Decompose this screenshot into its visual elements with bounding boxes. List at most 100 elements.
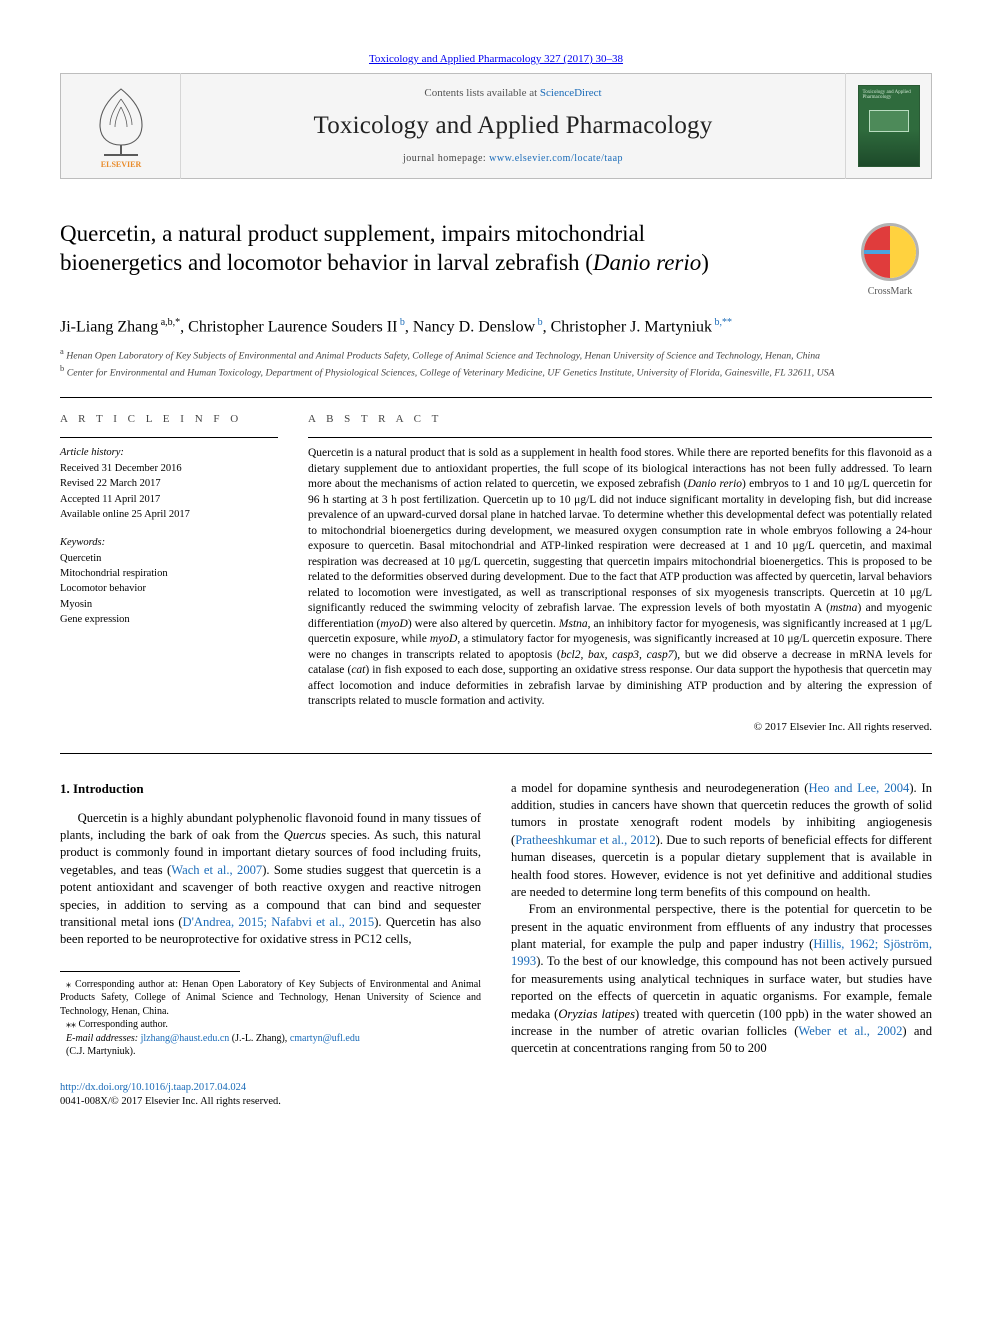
intro-heading: 1. Introduction	[60, 780, 481, 798]
abs-it: bcl2, bax, casp3, casp7	[561, 649, 674, 661]
abstract-text: Quercetin is a natural product that is s…	[308, 446, 932, 710]
journal-banner: ELSEVIER Contents lists available at Sci…	[60, 73, 932, 179]
sciencedirect-link[interactable]: ScienceDirect	[540, 87, 602, 99]
contents-line: Contents lists available at ScienceDirec…	[181, 86, 845, 101]
ref-link[interactable]: Pratheeshkumar et al., 2012	[515, 833, 655, 847]
footnote-1: ⁎ Corresponding author at: Henan Open La…	[60, 978, 481, 1019]
abstract-copyright: © 2017 Elsevier Inc. All rights reserved…	[308, 720, 932, 735]
intro-seg: a model for dopamine synthesis and neuro…	[511, 781, 808, 795]
elsevier-logo: ELSEVIER	[86, 83, 156, 169]
crossmark-badge[interactable]: CrossMark	[848, 223, 932, 299]
email-link-1[interactable]: jlzhang@haust.edu.cn	[141, 1033, 230, 1044]
column-right: a model for dopamine synthesis and neuro…	[511, 780, 932, 1110]
article-title: Quercetin, a natural product supplement,…	[60, 219, 830, 278]
intro-para-3: From an environmental perspective, there…	[511, 901, 932, 1057]
author-4: , Christopher J. Martyniuk	[543, 319, 712, 336]
keyword: Gene expression	[60, 613, 278, 627]
elsevier-wordmark: ELSEVIER	[100, 160, 141, 169]
banner-center: Contents lists available at ScienceDirec…	[181, 86, 845, 166]
ref-link[interactable]: Wach et al., 2007	[171, 863, 262, 877]
author-list: Ji-Liang Zhang a,b,*, Christopher Lauren…	[60, 316, 932, 338]
email-link-2[interactable]: cmartyn@ufl.edu	[290, 1033, 360, 1044]
crossmark-icon	[861, 223, 919, 281]
volume-page-range: Toxicology and Applied Pharmacology 327 …	[60, 52, 932, 67]
keywords-heading: Keywords:	[60, 536, 278, 550]
keyword: Locomotor behavior	[60, 582, 278, 596]
author-2: , Christopher Laurence Souders II	[180, 319, 397, 336]
journal-cover-thumb: Toxicology and Applied Pharmacology	[858, 85, 920, 167]
abs-seg: ) embryos to 1 and 10 μg/L quercetin for…	[308, 478, 932, 614]
author-1: Ji-Liang Zhang	[60, 319, 158, 336]
title-species: Danio rerio	[593, 250, 701, 275]
issn-copyright: 0041-008X/© 2017 Elsevier Inc. All right…	[60, 1095, 481, 1109]
journal-title: Toxicology and Applied Pharmacology	[181, 109, 845, 143]
mini-cover-cell: Toxicology and Applied Pharmacology	[845, 73, 931, 179]
affiliation-b: b Center for Environmental and Human Tox…	[60, 363, 932, 379]
author-4-affil[interactable]: b,**	[712, 317, 732, 328]
history-online: Available online 25 April 2017	[60, 508, 278, 522]
intro-it: Oryzias latipes	[558, 1007, 635, 1021]
section-rule-2	[60, 753, 932, 754]
abs-seg: ) were also altered by quercetin.	[408, 618, 559, 630]
footnote-2: ⁎⁎ Corresponding author.	[60, 1018, 481, 1032]
article-info-column: A R T I C L E I N F O Article history: R…	[60, 412, 278, 734]
abstract-heading: A B S T R A C T	[308, 412, 932, 427]
title-line-2a: bioenergetics and locomotor behavior in …	[60, 250, 593, 275]
author-3-affil[interactable]: b	[535, 317, 543, 328]
footnote-emails: E-mail addresses: jlzhang@haust.edu.cn (…	[60, 1032, 481, 1046]
section-rule	[60, 397, 932, 398]
abstract-rule	[308, 437, 932, 438]
publisher-logo-cell: ELSEVIER	[61, 73, 181, 179]
keyword: Mitochondrial respiration	[60, 567, 278, 581]
history-heading: Article history:	[60, 446, 278, 460]
abs-it: mstna	[830, 602, 857, 614]
title-line-1: Quercetin, a natural product supplement,…	[60, 221, 645, 246]
author-3: , Nancy D. Denslow	[405, 319, 535, 336]
keyword: Myosin	[60, 598, 278, 612]
contents-line-text: Contents lists available at	[424, 87, 539, 99]
column-left: 1. Introduction Quercetin is a highly ab…	[60, 780, 481, 1110]
title-line-2b: )	[701, 250, 709, 275]
journal-homepage: journal homepage: www.elsevier.com/locat…	[181, 152, 845, 166]
ref-link[interactable]: Heo and Lee, 2004	[808, 781, 909, 795]
homepage-link[interactable]: www.elsevier.com/locate/taap	[489, 153, 623, 164]
affiliations: a Henan Open Laboratory of Key Subjects …	[60, 346, 932, 379]
footnotes: ⁎ Corresponding author at: Henan Open La…	[60, 978, 481, 1059]
affiliation-a: a Henan Open Laboratory of Key Subjects …	[60, 346, 932, 362]
crossmark-label: CrossMark	[848, 285, 932, 299]
intro-it: Quercus	[284, 828, 326, 842]
abstract-column: A B S T R A C T Quercetin is a natural p…	[308, 412, 932, 734]
email-who-1: (J.-L. Zhang),	[229, 1033, 290, 1044]
keyword: Quercetin	[60, 552, 278, 566]
abs-it: Mstna	[559, 618, 588, 630]
history-accepted: Accepted 11 April 2017	[60, 493, 278, 507]
intro-para-2: a model for dopamine synthesis and neuro…	[511, 780, 932, 902]
author-1-affil: a,b,*	[158, 317, 180, 328]
email-label: E-mail addresses:	[66, 1033, 138, 1044]
cover-title: Toxicology and Applied Pharmacology	[863, 90, 915, 101]
volume-link[interactable]: Toxicology and Applied Pharmacology 327 …	[369, 53, 623, 65]
doi-link[interactable]: http://dx.doi.org/10.1016/j.taap.2017.04…	[60, 1082, 246, 1093]
homepage-label: journal homepage:	[403, 153, 489, 164]
history-list: Received 31 December 2016 Revised 22 Mar…	[60, 462, 278, 522]
ref-link[interactable]: D'Andrea, 2015; Nafabvi et al., 2015	[183, 915, 375, 929]
author-2-affil[interactable]: b	[397, 317, 405, 328]
abs-it: cat	[351, 664, 365, 676]
history-revised: Revised 22 March 2017	[60, 477, 278, 491]
history-received: Received 31 December 2016	[60, 462, 278, 476]
abs-it: Danio rerio	[687, 478, 742, 490]
keywords-list: Quercetin Mitochondrial respiration Loco…	[60, 552, 278, 627]
doi-block: http://dx.doi.org/10.1016/j.taap.2017.04…	[60, 1081, 481, 1110]
intro-para-1: Quercetin is a highly abundant polypheno…	[60, 810, 481, 949]
body-two-column: 1. Introduction Quercetin is a highly ab…	[60, 780, 932, 1110]
cover-photo-box	[869, 110, 909, 132]
abs-it: myoD	[430, 633, 457, 645]
ref-link[interactable]: Weber et al., 2002	[798, 1024, 902, 1038]
footnote-rule	[60, 971, 240, 972]
abs-it: myoD	[380, 618, 407, 630]
affiliation-b-text: Center for Environmental and Human Toxic…	[67, 367, 835, 378]
article-info-heading: A R T I C L E I N F O	[60, 412, 278, 427]
affiliation-a-text: Henan Open Laboratory of Key Subjects of…	[66, 351, 820, 362]
info-rule	[60, 437, 278, 438]
email-who-2: (C.J. Martyniuk).	[60, 1045, 481, 1059]
